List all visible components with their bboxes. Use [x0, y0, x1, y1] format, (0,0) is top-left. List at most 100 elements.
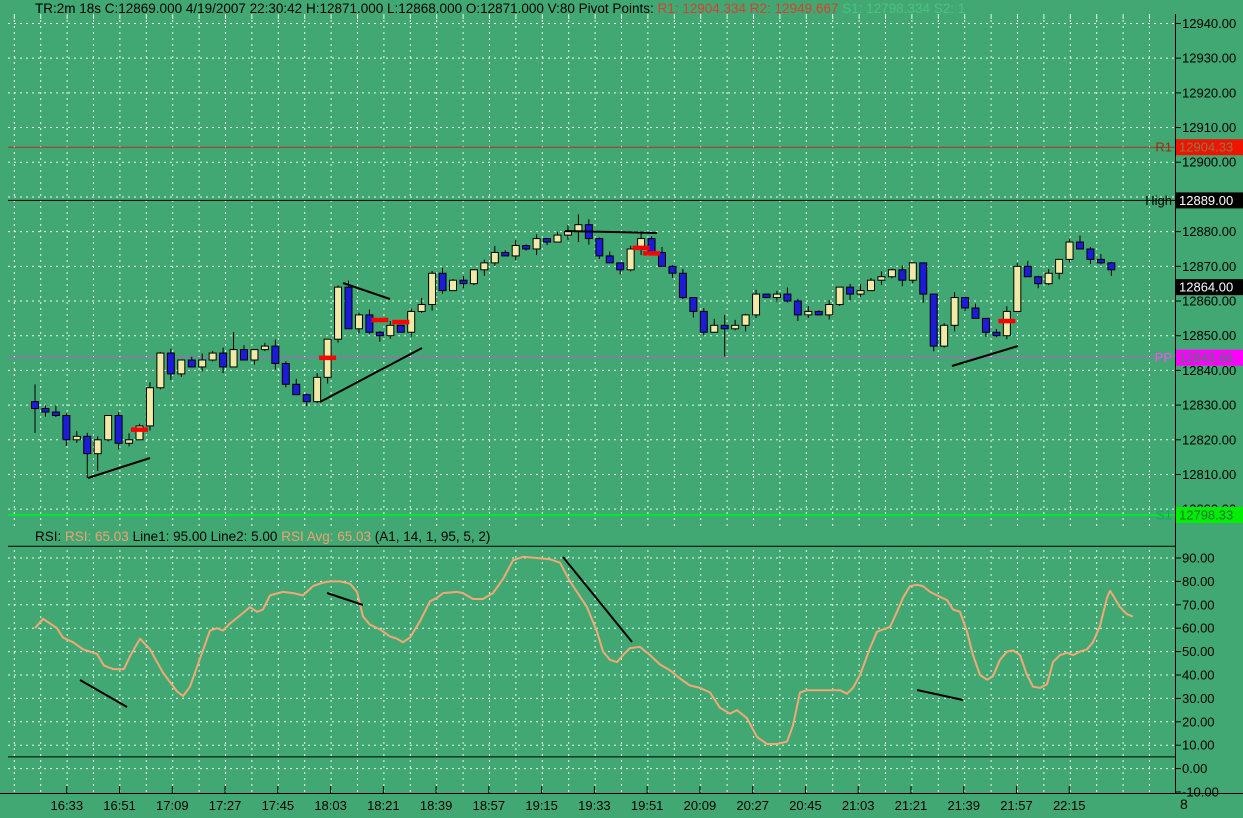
time-axis-label: 20:27	[736, 798, 769, 813]
candle-up	[449, 279, 457, 292]
chart-title-bar: TR:2m 18s C:12869.000 4/19/2007 22:30:42…	[35, 1, 1174, 17]
price-badge-value: 12798.33	[1179, 507, 1233, 522]
price-badge	[1176, 506, 1243, 523]
price-badge	[1176, 349, 1243, 366]
rsi-params: (A1, 14, 1, 95, 5, 2)	[371, 529, 491, 544]
time-axis-label: 20:09	[684, 798, 717, 813]
candle-down	[1076, 241, 1084, 250]
price-axis-label: 12920.00	[1182, 85, 1236, 100]
candle-up	[835, 286, 844, 305]
candle-up	[804, 310, 813, 316]
time-axis-label: 18:03	[314, 798, 347, 813]
rsi-axis-label: 30.00	[1182, 691, 1215, 706]
candle-down	[668, 265, 677, 274]
candle-down	[1096, 258, 1105, 264]
rsi-pane-surface[interactable]	[0, 548, 1175, 793]
rsi-avg-value: RSI Avg: 65.03	[281, 529, 372, 544]
candle-down	[375, 331, 384, 337]
candle-up	[386, 324, 395, 337]
candle-up	[260, 345, 269, 351]
price-badge-value: 12889.00	[1179, 193, 1233, 208]
price-axis-label: 12850.00	[1182, 328, 1236, 343]
time-axis-label: 17:45	[262, 798, 295, 813]
price-axis-label: 12810.00	[1182, 467, 1236, 482]
candle-up	[867, 279, 875, 292]
candle-down	[51, 411, 60, 417]
price-axis-label: 12860.00	[1182, 294, 1236, 309]
time-axis-label: 19:33	[578, 798, 611, 813]
candle-up	[156, 352, 165, 389]
candle-down	[929, 293, 938, 347]
candle-down	[678, 272, 687, 299]
price-axis-label: 12830.00	[1182, 398, 1236, 413]
candle-down	[846, 286, 855, 295]
candle-down	[31, 401, 39, 410]
candle-up	[741, 314, 750, 326]
candle-up	[417, 303, 426, 312]
candle-up	[856, 290, 865, 295]
price-badge-value: 12843.66	[1179, 350, 1233, 365]
title-main-values: TR:2m 18s C:12869.000 4/19/2007 22:30:42…	[35, 1, 658, 16]
time-axis-label: 22:15	[1053, 798, 1086, 813]
candle-down	[658, 251, 666, 267]
candle-up	[710, 324, 719, 333]
time-axis-label: 21:57	[1000, 798, 1033, 813]
candle-down	[365, 314, 374, 333]
candle-up	[772, 293, 781, 299]
candle-down	[1086, 248, 1095, 260]
rsi-trendline	[562, 556, 633, 643]
candle-down	[898, 269, 907, 281]
time-axis-label: 18:21	[367, 798, 400, 813]
candle-up	[334, 286, 343, 340]
level-side-label: S1	[1156, 507, 1172, 522]
time-axis-scale[interactable]	[0, 793, 1175, 818]
candle-up	[198, 359, 207, 368]
time-axis-label: 16:33	[51, 798, 84, 813]
price-pane-surface[interactable]	[0, 18, 1175, 530]
candle-down	[992, 331, 1001, 337]
candle-down	[689, 297, 698, 312]
candle-down	[971, 307, 980, 319]
candle-down	[595, 238, 604, 257]
candle-down	[240, 349, 248, 361]
candle-down	[793, 300, 802, 316]
candle-down	[396, 324, 405, 333]
rsi-value: RSI: 65.03	[65, 529, 129, 544]
signal-mark	[371, 317, 389, 323]
candle-down	[783, 293, 792, 302]
candle-down	[543, 238, 552, 243]
candle-down	[83, 435, 92, 455]
price-trendline	[87, 457, 151, 479]
candle-up	[532, 238, 541, 250]
candle-down	[271, 345, 280, 364]
page-indicator: 8	[1180, 796, 1188, 812]
rsi-axis-label: 60.00	[1182, 621, 1215, 636]
price-axis-scale[interactable]	[1175, 18, 1243, 793]
candle-down	[720, 324, 729, 330]
candle-up	[950, 297, 959, 326]
candle-down	[281, 362, 290, 385]
candle-up	[752, 293, 761, 316]
price-axis-label: 12820.00	[1182, 432, 1236, 447]
rsi-axis-label: 0.00	[1182, 761, 1207, 776]
title-support-values: S1: 12798.334 S2: 1	[842, 1, 966, 16]
time-axis-label: 21:39	[947, 798, 980, 813]
candle-up	[1055, 258, 1064, 274]
candle-up	[731, 324, 740, 330]
candle-up	[1065, 241, 1074, 260]
candle-down	[1107, 262, 1116, 271]
signal-mark	[392, 319, 410, 325]
time-axis-label: 17:27	[209, 798, 242, 813]
rsi-line-levels: Line1: 95.00 Line2: 5.00	[128, 529, 282, 544]
candle-down	[1034, 276, 1043, 285]
candle-down	[699, 310, 708, 333]
candle-up	[428, 272, 437, 305]
candle-down	[522, 245, 531, 250]
rsi-axis-label: -10.00	[1182, 785, 1219, 800]
signal-mark	[131, 427, 148, 432]
candle-down	[605, 255, 614, 264]
candle-up	[553, 234, 562, 243]
price-axis-label: 12940.00	[1182, 16, 1236, 31]
signal-mark	[998, 318, 1016, 324]
